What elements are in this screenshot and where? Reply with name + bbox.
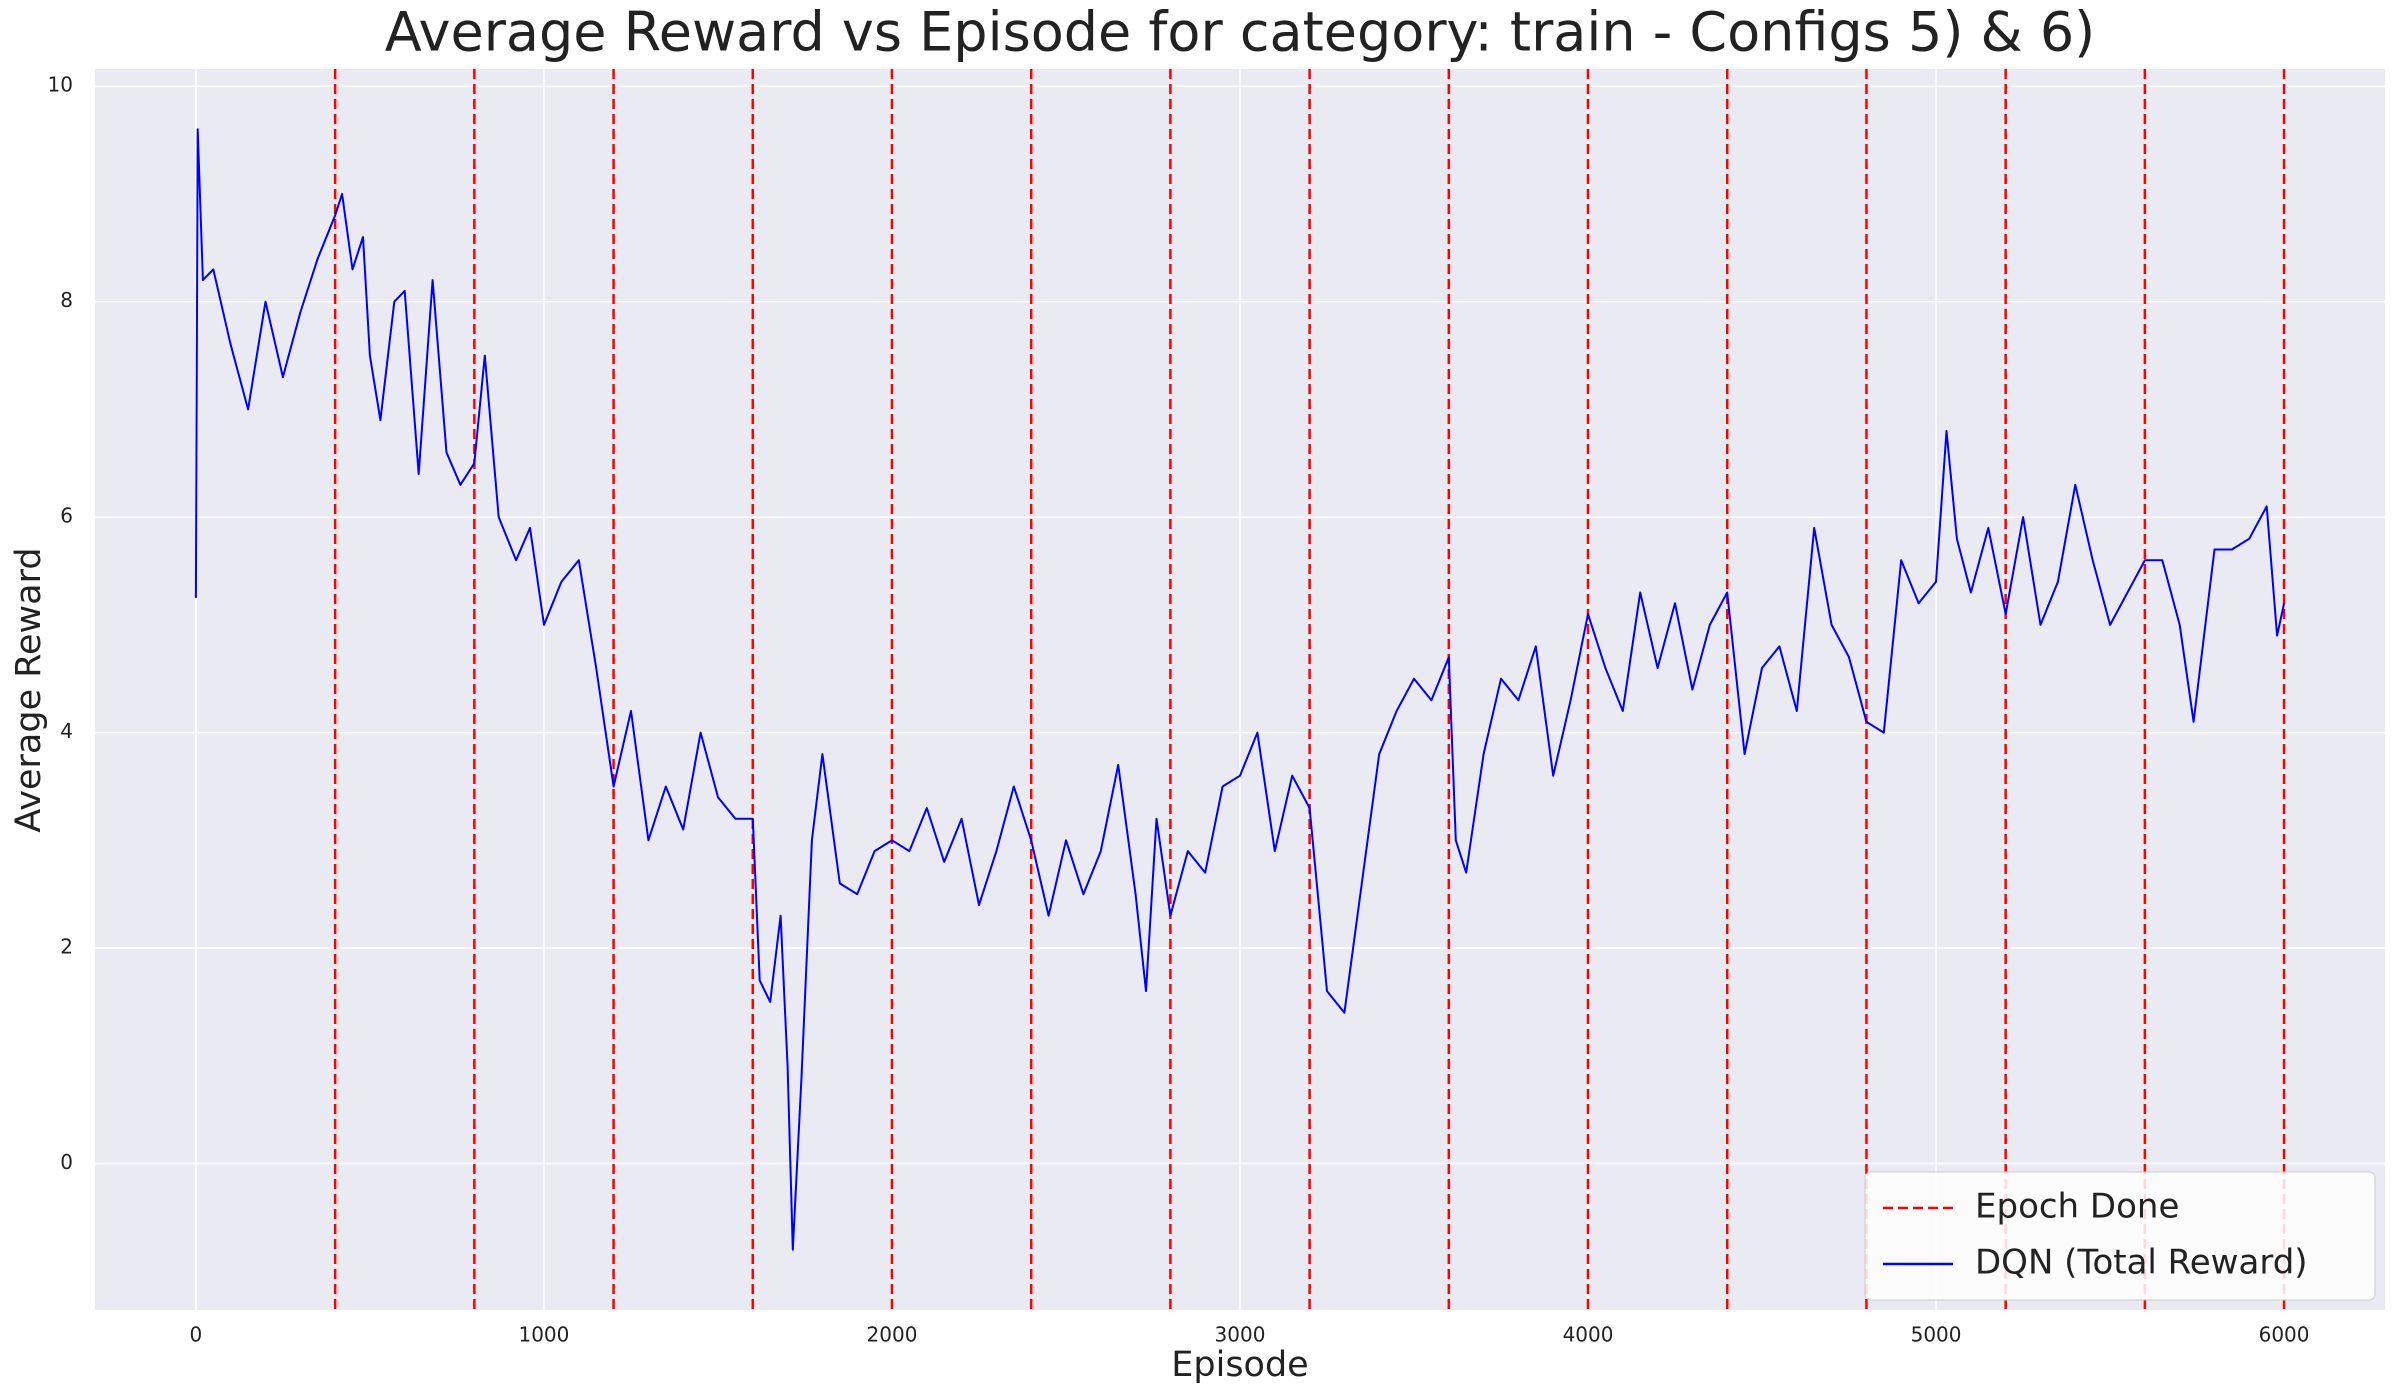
x-tick-label: 6000 (2259, 1323, 2310, 1347)
x-tick-label: 4000 (1563, 1323, 1614, 1347)
y-axis-label: Average Reward (9, 547, 49, 832)
y-tick-label: 10 (48, 73, 73, 97)
x-axis-label: Episode (1171, 1345, 1308, 1385)
legend-label: Epoch Done (1975, 1187, 2179, 1227)
y-tick-label: 0 (60, 1150, 73, 1174)
x-tick-label: 3000 (1215, 1323, 1266, 1347)
reward-line (194, 128, 2286, 1251)
x-tick-label: 0 (190, 1323, 203, 1347)
x-tick-label: 1000 (518, 1323, 569, 1347)
y-tick-label: 2 (60, 935, 73, 959)
y-tick-label: 6 (60, 504, 73, 528)
x-tick-label: 2000 (867, 1323, 918, 1347)
y-tick-label: 4 (60, 719, 73, 743)
x-tick-label: 5000 (1911, 1323, 1962, 1347)
legend-box (1864, 1171, 2376, 1301)
legend-label: DQN (Total Reward) (1975, 1243, 2308, 1283)
y-tick-label: 8 (60, 288, 73, 312)
chart-title: Average Reward vs Episode for category: … (385, 1, 2096, 64)
